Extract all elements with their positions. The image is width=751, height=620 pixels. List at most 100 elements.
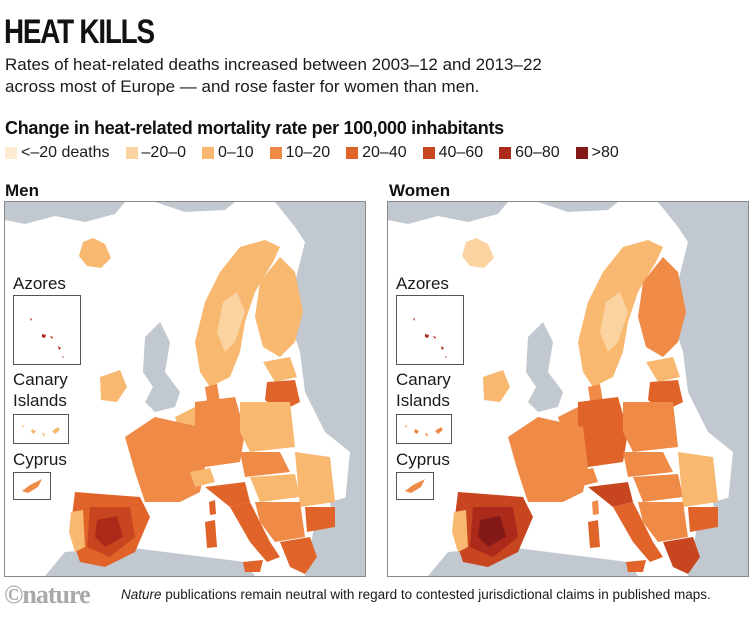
region-iberia-hot: [478, 516, 506, 547]
region-iberia-hot: [95, 516, 123, 547]
inset-label-canary-1: Canary: [396, 370, 451, 389]
non-study-land: [143, 322, 180, 412]
legend-swatch: [5, 147, 17, 159]
legend-swatch: [269, 147, 282, 159]
region-sardinia: [205, 520, 217, 548]
non-study-land: [388, 202, 508, 224]
legend-item: 40–60: [422, 144, 484, 162]
legend-swatch: [202, 147, 215, 159]
map-women: Azores Canary Islands Cyprus: [387, 201, 749, 577]
legend-swatch: [346, 147, 359, 159]
inset-label-cyprus: Cyprus: [13, 450, 67, 469]
region-azores: [30, 318, 32, 321]
non-study-land: [5, 202, 125, 224]
non-study-land: [155, 202, 235, 212]
footer-note: Nature publications remain neutral with …: [121, 587, 711, 602]
legend-label: 10–20: [285, 144, 331, 161]
inset-label-azores: Azores: [396, 274, 449, 293]
region-azores: [445, 356, 447, 358]
region-canary: [425, 433, 428, 437]
region-azores: [42, 334, 46, 338]
legend-item: 60–80: [499, 144, 560, 162]
region-cyprus: [405, 479, 425, 493]
region-swiss: [190, 468, 215, 487]
region-corsica: [209, 500, 216, 515]
region-sweden-inner: [217, 292, 245, 352]
region-canary: [31, 429, 36, 434]
region-canary: [405, 425, 407, 428]
inset-azores-svg: [413, 318, 447, 358]
nature-logo: ©nature: [4, 580, 91, 609]
region-azores: [433, 336, 436, 339]
non-study-land: [526, 322, 563, 412]
legend-item: 10–20: [269, 144, 331, 162]
region-finland: [638, 257, 686, 357]
inset-label-canary-2: Islands: [396, 391, 450, 410]
region-baltics-north: [263, 357, 297, 382]
legend-swatch: [575, 147, 588, 159]
region-bulgaria: [688, 507, 718, 532]
legend-title: Change in heat-related mortality rate pe…: [5, 118, 504, 138]
region-balkans: [638, 502, 688, 542]
non-study-land: [538, 202, 618, 212]
region-azores: [441, 346, 444, 350]
inset-canary: [13, 414, 69, 444]
region-canary: [52, 427, 60, 434]
legend-item: >80: [575, 144, 619, 162]
region-azores: [425, 334, 429, 338]
region-iceland: [79, 238, 111, 268]
panel-label-women: Women: [389, 181, 451, 200]
region-greece: [280, 537, 317, 574]
chart-title: HEAT KILLS: [4, 13, 155, 51]
region-italy-south: [613, 502, 663, 562]
inset-canary: [396, 414, 452, 444]
map-svg-women: [388, 202, 748, 576]
region-france: [125, 417, 205, 502]
inset-cyprus: [13, 472, 51, 500]
legend: <–20 deaths –20–0 0–10 10–20 20–40 40–60…: [5, 144, 635, 162]
region-hungary: [250, 474, 300, 502]
region-ireland: [100, 370, 127, 402]
inset-label-azores: Azores: [13, 274, 66, 293]
region-czech-austria: [623, 452, 673, 477]
map-men: Azores Canary Islands Cyprus: [4, 201, 366, 577]
subtitle-line-2: across most of Europe — and rose faster …: [5, 77, 480, 96]
region-poland: [240, 402, 295, 452]
inset-azores: [13, 295, 81, 365]
region-italy-north: [205, 482, 250, 507]
region-hungary: [633, 474, 683, 502]
legend-swatch: [422, 147, 435, 159]
region-finland: [255, 257, 303, 357]
region-czech-austria: [240, 452, 290, 477]
legend-label: >80: [591, 144, 619, 161]
region-germany: [578, 397, 628, 467]
region-italy-south: [230, 502, 280, 562]
inset-label-cyprus: Cyprus: [396, 450, 450, 469]
footer-note-italic: Nature: [121, 587, 162, 602]
inset-azores-svg: [30, 318, 64, 358]
map-svg-men: [5, 202, 365, 576]
legend-label: 40–60: [438, 144, 484, 161]
region-italy-north: [588, 482, 633, 507]
subtitle-line-1: Rates of heat-related deaths increased b…: [5, 55, 542, 74]
region-baltics-north: [646, 357, 680, 382]
legend-label: <–20 deaths: [21, 144, 110, 161]
inset-label-canary-2: Islands: [13, 391, 67, 410]
region-canary: [22, 425, 24, 428]
region-swiss: [573, 468, 598, 487]
region-ireland: [483, 370, 510, 402]
region-sicily: [626, 560, 646, 572]
legend-label: 60–80: [515, 144, 560, 161]
inset-canary-svg: [405, 425, 443, 437]
region-azores: [413, 318, 415, 321]
region-france: [508, 417, 588, 502]
non-study-land: [330, 492, 365, 542]
legend-label: 0–10: [218, 144, 254, 161]
region-greece: [663, 537, 700, 574]
legend-item: <–20 deaths: [5, 144, 110, 162]
region-portugal-coast: [452, 510, 468, 552]
inset-cyprus-svg: [405, 479, 425, 493]
legend-item: 0–10: [202, 144, 254, 162]
region-canary: [414, 429, 419, 434]
inset-cyprus-svg: [22, 479, 42, 493]
